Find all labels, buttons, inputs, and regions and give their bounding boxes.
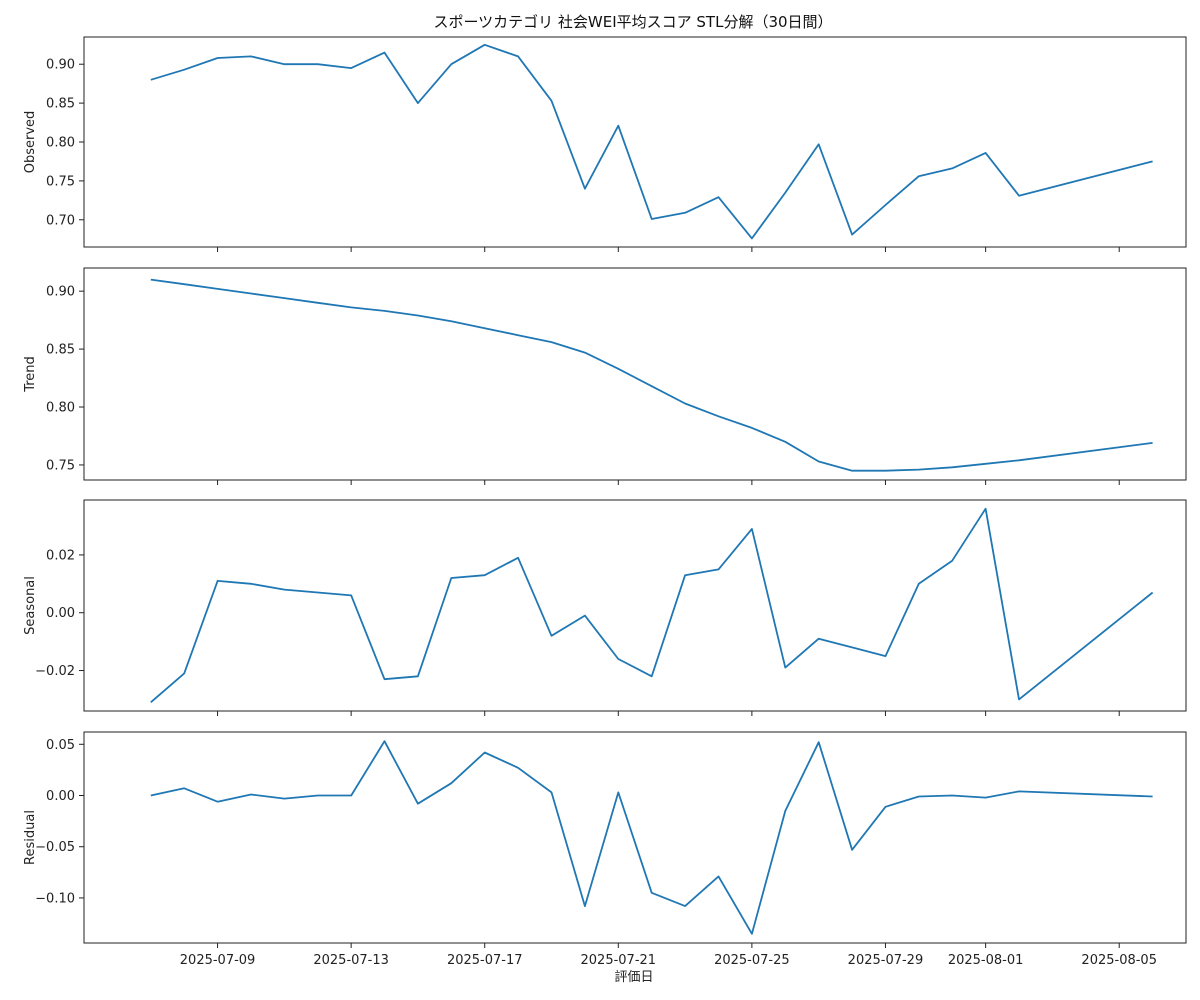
- seasonal-y-tick-label: 0.02: [46, 548, 75, 563]
- trend-series-line: [150, 278, 1153, 472]
- panels: 0.70 0.75 0.80 0.85 0.90 Observed 0.75 0.80 0.85…: [23, 36, 1187, 948]
- seasonal-y-axis-label: Seasonal: [23, 576, 38, 635]
- observed-frame: [83, 36, 1187, 248]
- x-tick-label: 2025-07-17: [447, 953, 523, 968]
- trend-y-tick-label: 0.90: [46, 285, 75, 300]
- seasonal-y-tick-label: 0.00: [46, 606, 75, 621]
- trend-panel: 0.75 0.80 0.85 0.90 Trend: [23, 267, 1187, 485]
- trend-frame: [83, 267, 1187, 481]
- x-axis: 2025-07-09 2025-07-13 2025-07-17 2025-07-21…: [180, 953, 1157, 968]
- x-axis-label: 評価日: [614, 970, 653, 985]
- seasonal-panel: −0.02 0.00 0.02 Seasonal: [23, 499, 1187, 716]
- observed-y-tick-label: 0.85: [46, 97, 75, 112]
- observed-y-tick-label: 0.75: [46, 174, 75, 189]
- trend-y-tick-label: 0.75: [46, 458, 75, 473]
- residual-series-line: [150, 740, 1153, 935]
- seasonal-frame: [83, 499, 1187, 712]
- chart-title: スポーツカテゴリ 社会WEI平均スコア STL分解（30日間）: [433, 13, 832, 31]
- observed-y-axis-label: Observed: [23, 111, 38, 174]
- seasonal-y-tick-label: −0.02: [35, 664, 75, 679]
- x-tick-label: 2025-07-09: [180, 953, 256, 968]
- residual-frame: [83, 731, 1187, 944]
- x-tick-label: 2025-07-21: [581, 953, 657, 968]
- x-tick-label: 2025-08-05: [1081, 953, 1157, 968]
- residual-y-axis-label: Residual: [23, 810, 38, 865]
- x-tick-label: 2025-07-29: [848, 953, 924, 968]
- x-tick-label: 2025-07-25: [714, 953, 790, 968]
- observed-y-tick-label: 0.80: [46, 136, 75, 151]
- residual-y-tick-label: −0.10: [35, 891, 75, 906]
- seasonal-series-line: [150, 507, 1154, 703]
- x-tick-label: 2025-08-01: [948, 953, 1024, 968]
- residual-y-tick-label: −0.05: [35, 840, 75, 855]
- trend-y-tick-label: 0.85: [46, 343, 75, 358]
- residual-y-tick-label: 0.05: [46, 738, 75, 753]
- observed-y-tick-label: 0.70: [46, 213, 75, 228]
- observed-panel: 0.70 0.75 0.80 0.85 0.90 Observed: [23, 36, 1187, 252]
- observed-series-line: [150, 43, 1153, 240]
- observed-y-tick-label: 0.90: [46, 58, 75, 73]
- residual-panel: −0.10 −0.05 0.00 0.05 Residual: [23, 731, 1187, 948]
- residual-y-tick-label: 0.00: [46, 789, 75, 804]
- trend-y-axis-label: Trend: [23, 356, 38, 393]
- x-tick-label: 2025-07-13: [313, 953, 389, 968]
- trend-y-tick-label: 0.80: [46, 401, 75, 416]
